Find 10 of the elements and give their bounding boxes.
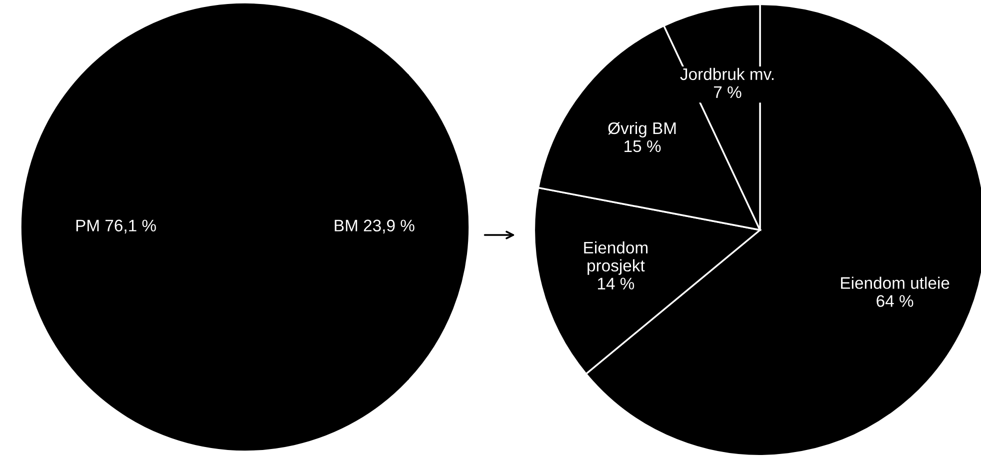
slice-label: Jordbruk mv. bbox=[680, 68, 774, 80]
slice-label: Eiendom prosjekt bbox=[584, 241, 648, 275]
slice-label: BM 23,9 % bbox=[334, 220, 414, 234]
slice-label: Eiendom utleie bbox=[841, 276, 950, 289]
data-label: 64 % bbox=[876, 295, 914, 307]
slice-label: Øvrig BM bbox=[608, 122, 676, 138]
data-label: 15 % bbox=[624, 140, 661, 152]
slice-label: PM 76,1 % bbox=[76, 220, 156, 234]
data-label: 7 % bbox=[714, 86, 742, 98]
data-label: 14 % bbox=[598, 278, 634, 290]
